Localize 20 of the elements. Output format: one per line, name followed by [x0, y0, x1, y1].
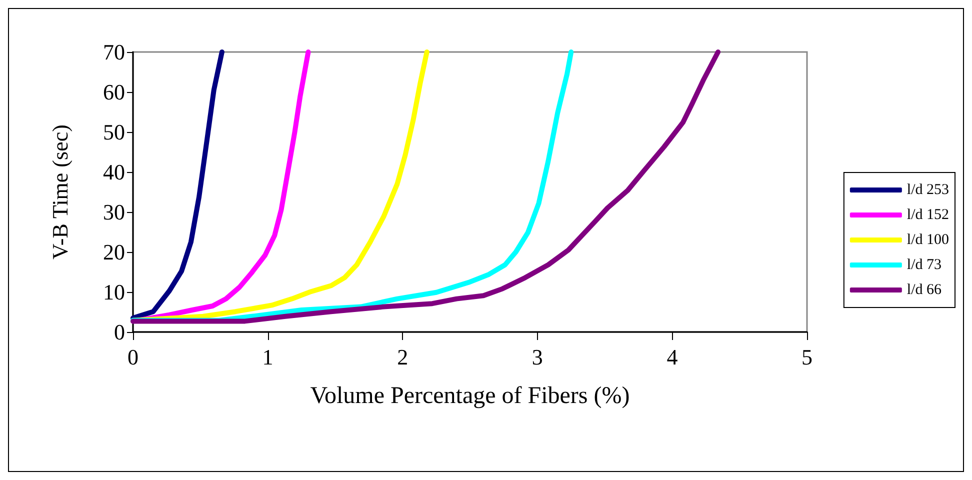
y-tick-label: 50: [103, 120, 125, 144]
legend-label: l/d 66: [906, 282, 942, 298]
x-tick-label: 3: [532, 344, 543, 370]
y-tick-label: 70: [103, 40, 125, 64]
x-tick-label: 1: [262, 344, 274, 370]
y-axis-title: V-B Time (sec): [48, 124, 72, 260]
y-tick-label: 60: [103, 80, 125, 104]
legend-label: l/d 253: [906, 182, 950, 198]
y-tick-label: 20: [103, 240, 125, 264]
x-tick-label: 4: [666, 344, 678, 370]
x-axis-title: Volume Percentage of Fibers (%): [310, 383, 630, 409]
y-tick-label: 10: [103, 280, 125, 304]
y-tick-label: 40: [103, 160, 125, 184]
legend-label: l/d 73: [906, 257, 942, 273]
legend-label: l/d 152: [906, 207, 950, 223]
legend-label: l/d 100: [906, 232, 950, 248]
y-tick-label: 30: [103, 200, 125, 224]
x-tick-label: 5: [802, 344, 812, 370]
y-tick-label: 0: [114, 320, 125, 344]
x-tick-label: 2: [397, 344, 408, 370]
